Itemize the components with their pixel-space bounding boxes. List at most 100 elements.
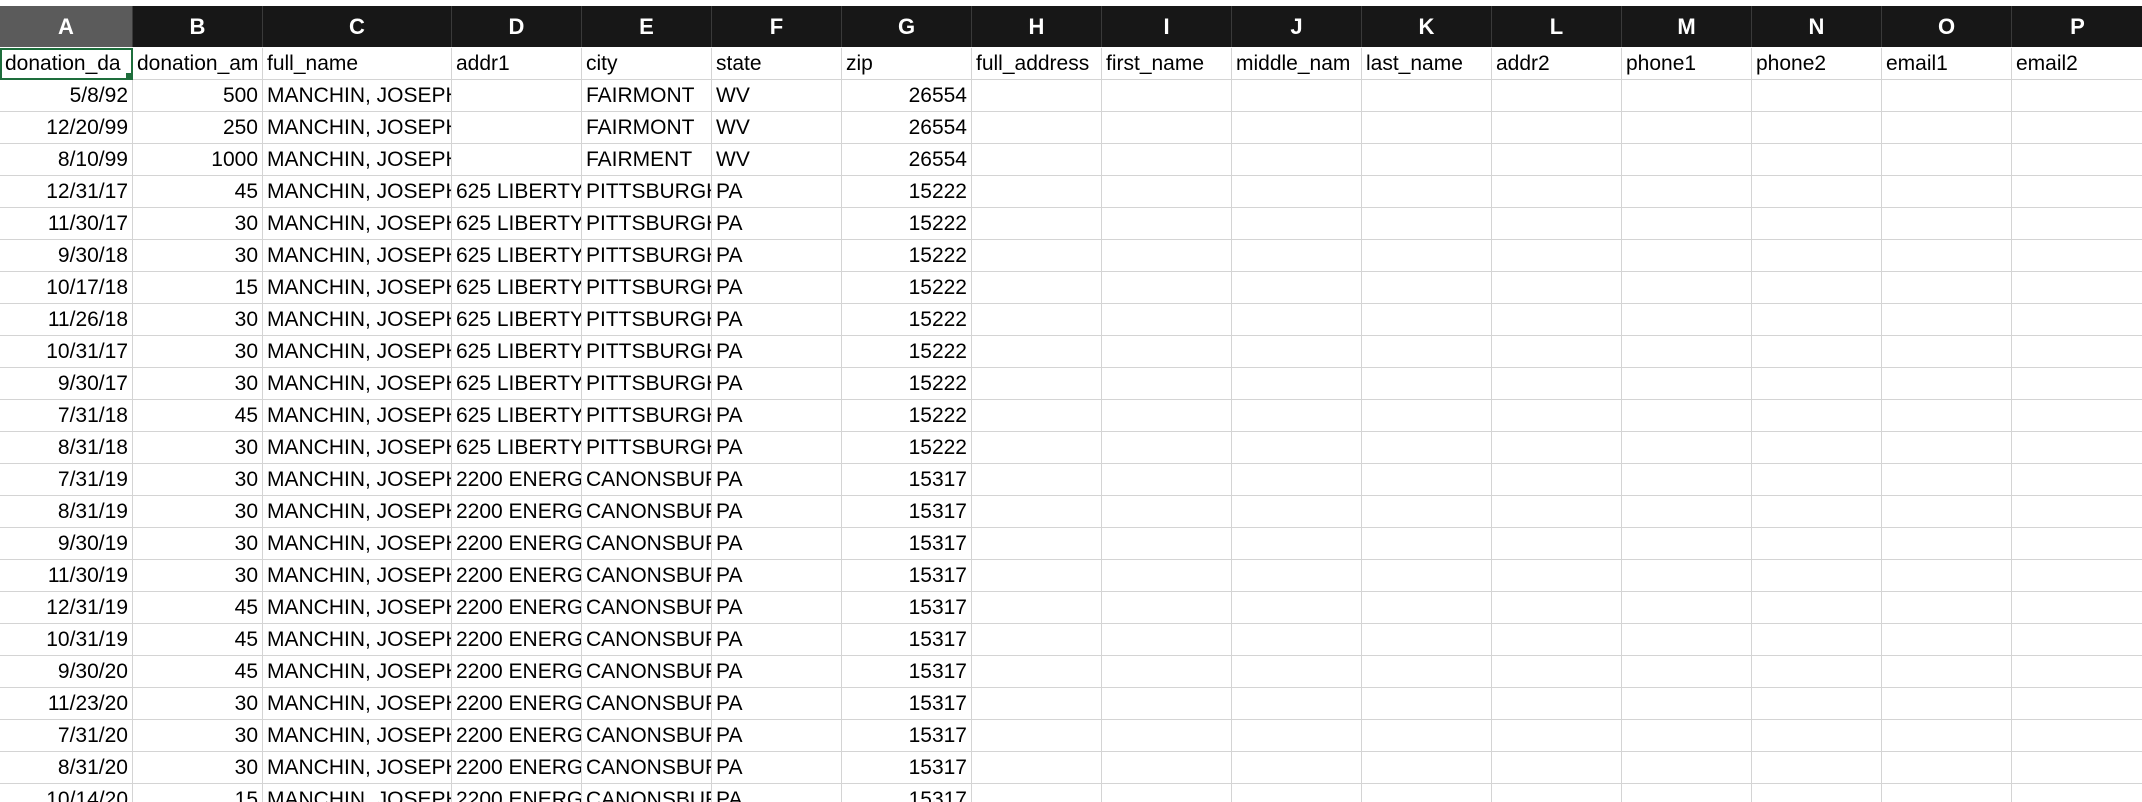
- cell-c[interactable]: MANCHIN, JOSEPH: [263, 208, 452, 240]
- cell-m[interactable]: [1622, 528, 1752, 560]
- cell-b[interactable]: 45: [133, 624, 263, 656]
- cell-p[interactable]: [2012, 400, 2142, 432]
- cell-c[interactable]: MANCHIN, JOSEPH: [263, 592, 452, 624]
- cell-h[interactable]: [972, 80, 1102, 112]
- cell-k[interactable]: [1362, 560, 1492, 592]
- cell-n[interactable]: [1752, 720, 1882, 752]
- cell-l[interactable]: [1492, 688, 1622, 720]
- cell-j[interactable]: [1232, 304, 1362, 336]
- cell-k[interactable]: [1362, 240, 1492, 272]
- cell-e[interactable]: PITTSBURGH: [582, 208, 712, 240]
- cell-m[interactable]: [1622, 688, 1752, 720]
- column-header-p[interactable]: P: [2012, 6, 2142, 47]
- cell-f[interactable]: PA: [712, 528, 842, 560]
- cell-h[interactable]: full_address: [972, 48, 1102, 80]
- cell-o[interactable]: [1882, 688, 2012, 720]
- column-header-g[interactable]: G: [842, 6, 972, 47]
- cell-a[interactable]: 5/8/92: [0, 80, 133, 112]
- cell-a[interactable]: 7/31/20: [0, 720, 133, 752]
- cell-e[interactable]: CANONSBUR: [582, 624, 712, 656]
- cell-n[interactable]: [1752, 368, 1882, 400]
- cell-h[interactable]: [972, 400, 1102, 432]
- cell-c[interactable]: MANCHIN, JOSEPH: [263, 176, 452, 208]
- cell-f[interactable]: PA: [712, 752, 842, 784]
- cell-d[interactable]: 2200 ENERG: [452, 688, 582, 720]
- cell-i[interactable]: [1102, 752, 1232, 784]
- cell-o[interactable]: [1882, 304, 2012, 336]
- cell-j[interactable]: [1232, 592, 1362, 624]
- cell-c[interactable]: MANCHIN, JOSEPH: [263, 272, 452, 304]
- cell-p[interactable]: email2: [2012, 48, 2142, 80]
- cell-k[interactable]: [1362, 400, 1492, 432]
- cell-j[interactable]: [1232, 656, 1362, 688]
- cell-d[interactable]: 2200 ENERG: [452, 528, 582, 560]
- cell-i[interactable]: [1102, 432, 1232, 464]
- cell-b[interactable]: 30: [133, 336, 263, 368]
- cell-n[interactable]: [1752, 592, 1882, 624]
- cell-c[interactable]: MANCHIN, JOSEPH: [263, 624, 452, 656]
- cell-b[interactable]: 30: [133, 752, 263, 784]
- cell-c[interactable]: MANCHIN, JOSEPH: [263, 720, 452, 752]
- cell-i[interactable]: [1102, 688, 1232, 720]
- cell-h[interactable]: [972, 304, 1102, 336]
- cell-e[interactable]: PITTSBURGH: [582, 432, 712, 464]
- cell-m[interactable]: [1622, 784, 1752, 802]
- cell-e[interactable]: PITTSBURGH: [582, 336, 712, 368]
- cell-e[interactable]: city: [582, 48, 712, 80]
- cell-l[interactable]: [1492, 240, 1622, 272]
- cell-k[interactable]: [1362, 752, 1492, 784]
- cell-n[interactable]: [1752, 656, 1882, 688]
- cell-c[interactable]: MANCHIN, JOSEPH: [263, 656, 452, 688]
- cell-h[interactable]: [972, 624, 1102, 656]
- cell-m[interactable]: [1622, 656, 1752, 688]
- cell-d[interactable]: 625 LIBERTY,: [452, 240, 582, 272]
- cell-j[interactable]: [1232, 176, 1362, 208]
- cell-p[interactable]: [2012, 336, 2142, 368]
- cell-p[interactable]: [2012, 592, 2142, 624]
- cell-n[interactable]: [1752, 496, 1882, 528]
- cell-g[interactable]: zip: [842, 48, 972, 80]
- fill-handle[interactable]: [125, 72, 131, 78]
- cell-l[interactable]: [1492, 176, 1622, 208]
- cell-j[interactable]: [1232, 272, 1362, 304]
- cell-d[interactable]: [452, 112, 582, 144]
- cell-m[interactable]: [1622, 464, 1752, 496]
- cell-g[interactable]: 15317: [842, 496, 972, 528]
- cell-g[interactable]: 15222: [842, 432, 972, 464]
- cell-h[interactable]: [972, 496, 1102, 528]
- column-header-a[interactable]: A: [0, 6, 133, 47]
- cell-d[interactable]: 625 LIBERTY,: [452, 304, 582, 336]
- cell-h[interactable]: [972, 560, 1102, 592]
- cell-f[interactable]: PA: [712, 624, 842, 656]
- cell-e[interactable]: PITTSBURGH: [582, 400, 712, 432]
- cell-j[interactable]: [1232, 624, 1362, 656]
- cell-b[interactable]: donation_am: [133, 48, 263, 80]
- cell-h[interactable]: [972, 272, 1102, 304]
- cell-b[interactable]: 30: [133, 688, 263, 720]
- cell-p[interactable]: [2012, 560, 2142, 592]
- cell-b[interactable]: 30: [133, 528, 263, 560]
- cell-e[interactable]: PITTSBURGH: [582, 368, 712, 400]
- cell-l[interactable]: [1492, 496, 1622, 528]
- cell-l[interactable]: [1492, 464, 1622, 496]
- cell-f[interactable]: PA: [712, 720, 842, 752]
- cell-j[interactable]: [1232, 144, 1362, 176]
- cell-o[interactable]: [1882, 464, 2012, 496]
- cell-d[interactable]: 2200 ENERG: [452, 752, 582, 784]
- cell-f[interactable]: PA: [712, 240, 842, 272]
- cell-j[interactable]: [1232, 464, 1362, 496]
- cell-h[interactable]: [972, 208, 1102, 240]
- cell-d[interactable]: 625 LIBERTY,: [452, 272, 582, 304]
- cell-n[interactable]: [1752, 752, 1882, 784]
- cell-g[interactable]: 15317: [842, 624, 972, 656]
- cell-i[interactable]: [1102, 528, 1232, 560]
- cell-d[interactable]: 2200 ENERG: [452, 656, 582, 688]
- cell-c[interactable]: MANCHIN, JOSEPH: [263, 240, 452, 272]
- cell-n[interactable]: [1752, 336, 1882, 368]
- column-header-i[interactable]: I: [1102, 6, 1232, 47]
- cell-n[interactable]: [1752, 112, 1882, 144]
- cell-m[interactable]: [1622, 496, 1752, 528]
- cell-a[interactable]: 12/20/99: [0, 112, 133, 144]
- cell-b[interactable]: 30: [133, 496, 263, 528]
- cell-l[interactable]: [1492, 656, 1622, 688]
